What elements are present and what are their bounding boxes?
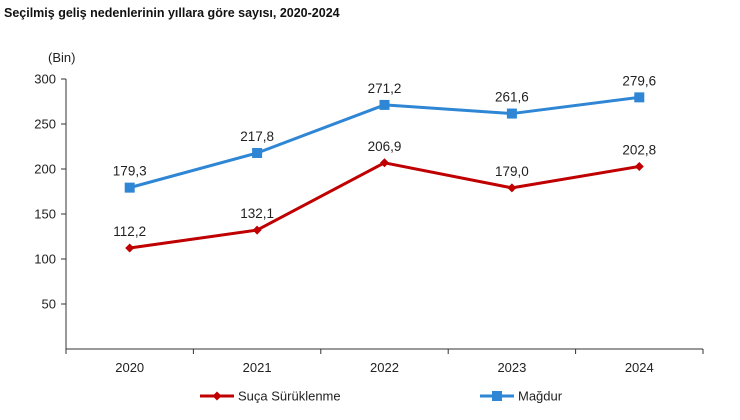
series-suca-suruklenme-point bbox=[125, 243, 135, 253]
y-tick-label: 150 bbox=[34, 207, 56, 222]
series-suca-suruklenme-line bbox=[129, 161, 640, 250]
y-tick-label: 100 bbox=[34, 252, 56, 267]
y-tick-label: 300 bbox=[34, 72, 56, 87]
series-magdur-point bbox=[506, 108, 517, 119]
data-label: 179,3 bbox=[113, 164, 147, 179]
data-label: 112,2 bbox=[113, 224, 146, 239]
x-tick-label: 2023 bbox=[497, 360, 526, 375]
y-tick-label: 50 bbox=[42, 297, 56, 312]
y-tick-label: 250 bbox=[34, 117, 56, 132]
page-title: Seçilmiş geliş nedenlerinin yıllara göre… bbox=[4, 6, 340, 20]
x-tick-label: 2021 bbox=[243, 360, 272, 375]
data-label: 217,8 bbox=[240, 129, 274, 144]
series-suca-suruklenme-point bbox=[634, 161, 644, 171]
x-tick-label: 2024 bbox=[625, 360, 654, 375]
unit-label: (Bin) bbox=[48, 50, 75, 65]
series-magdur-point bbox=[379, 99, 390, 110]
legend-label-magdur: Mağdur bbox=[518, 389, 563, 404]
x-tick-label: 2020 bbox=[115, 360, 144, 375]
x-tick-label: 2022 bbox=[370, 360, 399, 375]
y-tick-label: 200 bbox=[34, 162, 56, 177]
series-suca-suruklenme-point bbox=[252, 225, 262, 235]
data-label: 261,6 bbox=[495, 90, 529, 105]
series-suca-suruklenme-point bbox=[380, 158, 389, 168]
data-label: 271,2 bbox=[368, 81, 402, 96]
series-magdur-point bbox=[634, 92, 645, 103]
data-label: 279,6 bbox=[622, 73, 656, 88]
data-label: 132,1 bbox=[240, 206, 274, 221]
legend-marker-magdur bbox=[492, 391, 502, 401]
data-label: 179,0 bbox=[495, 164, 529, 179]
series-suca-suruklenme-point bbox=[507, 183, 517, 193]
legend-marker-suca-suruklenme bbox=[212, 391, 222, 401]
data-label: 206,9 bbox=[368, 139, 402, 154]
data-label: 202,8 bbox=[622, 142, 656, 157]
legend-label-suca-suruklenme: Suça Sürüklenme bbox=[238, 389, 341, 404]
series-magdur-point bbox=[124, 182, 135, 193]
series-magdur-point bbox=[252, 147, 263, 158]
